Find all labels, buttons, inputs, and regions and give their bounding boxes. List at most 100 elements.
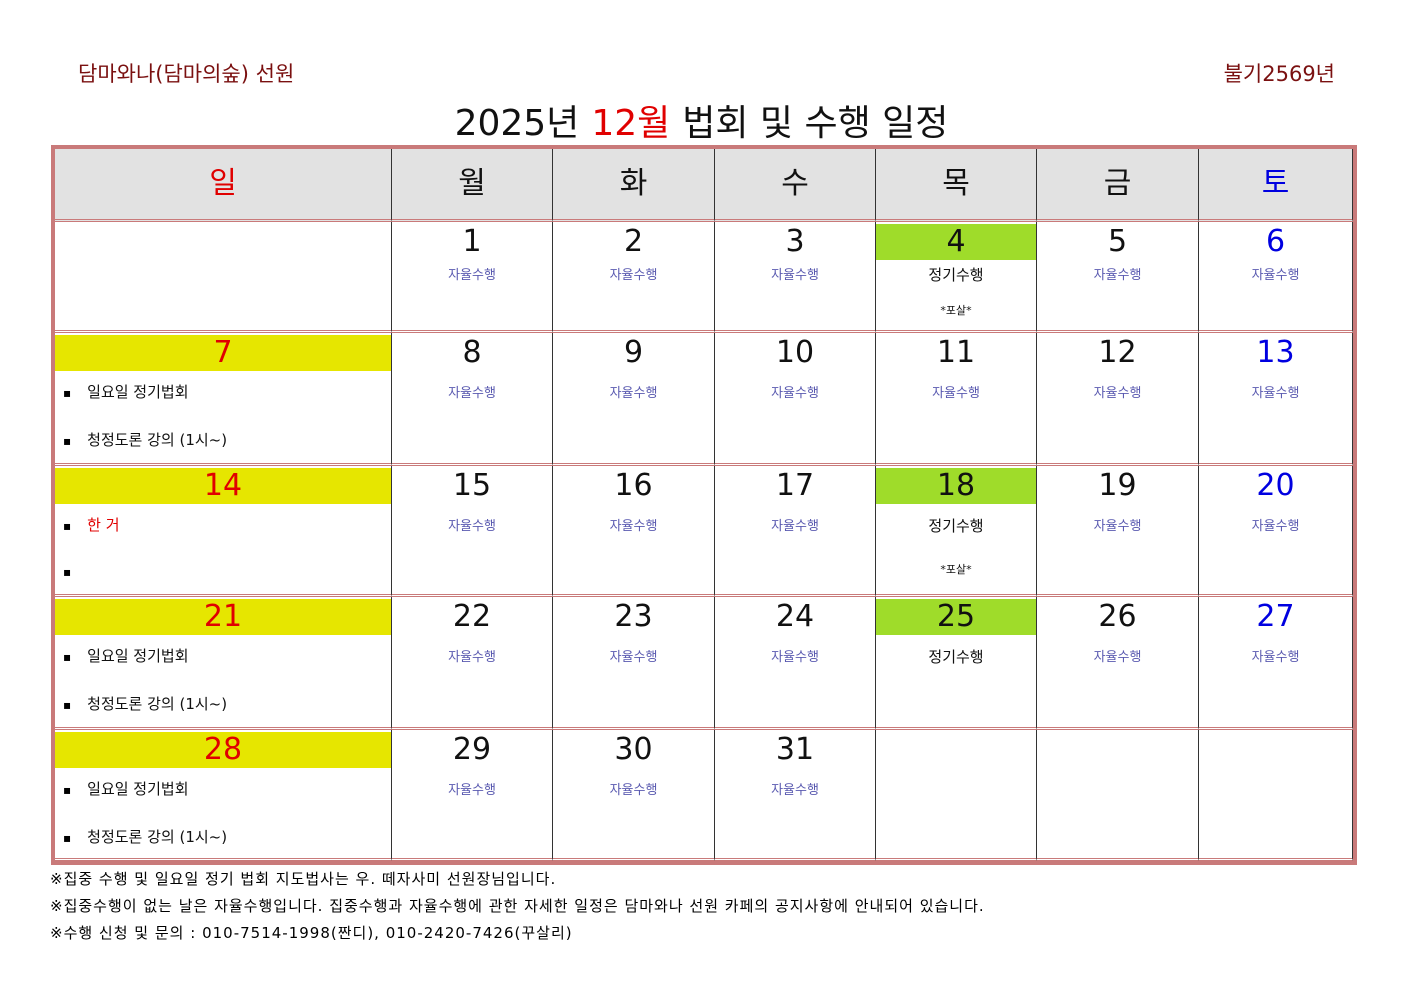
weekday-header: 수 — [715, 149, 876, 222]
day-cell: 2 자율수행 — [553, 222, 715, 333]
day-number: 17 — [775, 468, 815, 503]
day-number: 2 — [623, 224, 644, 259]
day-cell: 30 자율수행 — [553, 730, 715, 861]
day-number: 12 — [1098, 335, 1137, 370]
weekday-header: 금 — [1037, 149, 1199, 222]
day-number: 1 — [462, 224, 482, 259]
event-item: 일요일 정기법회 — [63, 645, 188, 666]
org-name: 담마와나(담마의숲) 선원 — [78, 62, 295, 86]
event-item: 청정도론 강의 (1시~) — [63, 429, 227, 450]
calendar-table: 일 월 화 수 목 금 토 1 자율수행 2 자율수행 3 자율수행 4 정기수행 *포살* 5 자율수행 6 자율수… — [51, 145, 1357, 865]
event-item: 한 거 — [63, 514, 119, 535]
day-number: 23 — [614, 599, 653, 634]
footer-note: ※수행 신청 및 문의 : 010-7514-1998(짠디), 010-242… — [50, 924, 573, 942]
day-cell: 1 자율수행 — [392, 222, 553, 333]
day-number: 5 — [1107, 224, 1128, 259]
day-number: 31 — [775, 732, 815, 767]
day-cell: 5 자율수행 — [1037, 222, 1199, 333]
day-number: 24 — [775, 599, 815, 634]
day-number: 20 — [1256, 468, 1295, 503]
buddhist-year: 불기2569년 — [1223, 62, 1335, 86]
event-item: 일요일 정기법회 — [63, 778, 188, 799]
footer-note: ※집중수행이 없는 날은 자율수행입니다. 집중수행과 자율수행에 관한 자세한… — [50, 897, 985, 915]
day-cell: 6 자율수행 — [1199, 222, 1353, 333]
title-month: 12월 — [591, 103, 671, 144]
day-note: 자율수행 — [771, 519, 819, 534]
day-cell — [1199, 730, 1353, 861]
day-cell: 23 자율수행 — [553, 597, 715, 730]
day-note: 자율수행 — [448, 650, 496, 665]
day-note: 자율수행 — [448, 268, 496, 283]
event-item: 청정도론 강의 (1시~) — [63, 693, 227, 714]
day-cell — [876, 730, 1037, 861]
day-cell: 3 자율수행 — [715, 222, 876, 333]
empty-bullet — [63, 562, 87, 580]
day-note: 자율수행 — [1251, 268, 1300, 283]
day-cell: 18 정기수행 *포살* — [876, 466, 1037, 597]
day-cell: 25 정기수행 — [876, 597, 1037, 730]
day-number: 3 — [785, 224, 805, 259]
day-cell: 15 자율수행 — [392, 466, 553, 597]
day-note: 자율수행 — [1093, 519, 1142, 534]
day-cell: 26 자율수행 — [1037, 597, 1199, 730]
day-number: 10 — [775, 335, 815, 370]
day-note: 자율수행 — [609, 268, 658, 283]
day-cell: 29 자율수행 — [392, 730, 553, 861]
day-cell: 10 자율수행 — [715, 333, 876, 466]
day-number: 16 — [614, 468, 653, 503]
day-number: 6 — [1265, 224, 1286, 259]
day-number: 15 — [452, 468, 492, 503]
title-year: 2025년 — [454, 103, 580, 144]
day-number: 26 — [1098, 599, 1137, 634]
day-note: 자율수행 — [771, 386, 819, 401]
day-note: 자율수행 — [932, 386, 980, 401]
day-note: 자율수행 — [1251, 519, 1300, 534]
weekday-header: 일 — [55, 149, 392, 222]
day-note: 정기수행 — [928, 517, 984, 535]
day-cell: 16 자율수행 — [553, 466, 715, 597]
day-number: 22 — [452, 599, 492, 634]
day-note: 자율수행 — [771, 783, 819, 798]
day-cell: 28 일요일 정기법회청정도론 강의 (1시~) — [55, 730, 392, 861]
day-note: 자율수행 — [609, 519, 658, 534]
weekday-header: 월 — [392, 149, 553, 222]
weekday-header: 목 — [876, 149, 1037, 222]
day-number: 11 — [936, 335, 976, 370]
day-cell: 4 정기수행 *포살* — [876, 222, 1037, 333]
day-number: 30 — [614, 732, 653, 767]
day-cell: 31 자율수행 — [715, 730, 876, 861]
day-note: 자율수행 — [1251, 650, 1300, 665]
day-cell: 20 자율수행 — [1199, 466, 1353, 597]
footer-note: ※집중 수행 및 일요일 정기 법회 지도법사는 우. 떼자사미 선원장님입니다… — [50, 870, 557, 888]
day-cell: 21 일요일 정기법회청정도론 강의 (1시~) — [55, 597, 392, 730]
day-sub: *포살* — [940, 563, 972, 576]
day-note: 자율수행 — [448, 386, 496, 401]
day-cell: 13 자율수행 — [1199, 333, 1353, 466]
day-number: 18 — [876, 468, 1036, 504]
day-note: 정기수행 — [928, 266, 984, 284]
day-sub: *포살* — [940, 304, 972, 317]
day-number: 19 — [1098, 468, 1137, 503]
day-note: 자율수행 — [609, 386, 658, 401]
day-cell: 17 자율수행 — [715, 466, 876, 597]
day-note: 정기수행 — [928, 648, 984, 666]
day-number: 27 — [1256, 599, 1295, 634]
day-note: 자율수행 — [1093, 650, 1142, 665]
day-number: 21 — [55, 599, 391, 635]
day-cell: 24 자율수행 — [715, 597, 876, 730]
day-note: 자율수행 — [1251, 386, 1300, 401]
day-note: 자율수행 — [448, 519, 496, 534]
weekday-header: 화 — [553, 149, 715, 222]
title-rest: 법회 및 수행 일정 — [682, 103, 949, 144]
day-cell: 9 자율수행 — [553, 333, 715, 466]
day-number: 9 — [623, 335, 644, 370]
day-number: 25 — [876, 599, 1036, 635]
day-number: 8 — [462, 335, 482, 370]
day-note: 자율수행 — [1093, 386, 1142, 401]
title: 2025년 12월 법회 및 수행 일정 — [0, 94, 1403, 146]
day-cell: 22 자율수행 — [392, 597, 553, 730]
day-cell: 8 자율수행 — [392, 333, 553, 466]
day-number: 28 — [55, 732, 391, 768]
day-number: 14 — [55, 468, 391, 504]
